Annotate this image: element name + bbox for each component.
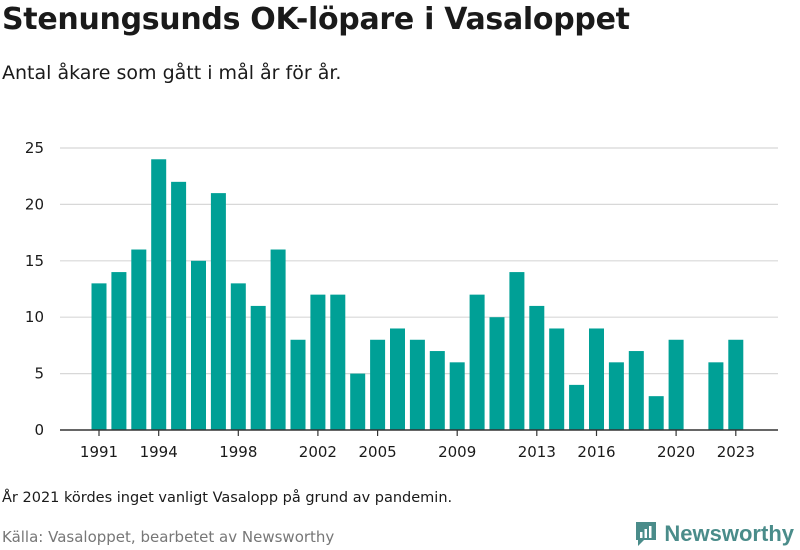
y-tick-label: 15 <box>25 252 44 270</box>
bar-2010 <box>469 294 485 430</box>
bar-1995 <box>171 181 187 430</box>
x-axis <box>60 429 778 436</box>
bar-2023 <box>728 339 744 430</box>
y-tick-label: 25 <box>25 139 44 157</box>
y-tick-label: 10 <box>25 308 44 326</box>
bar-1994 <box>151 159 167 430</box>
bar-2019 <box>648 396 664 430</box>
bar-2009 <box>449 362 465 430</box>
chart-subtitle: Antal åkare som gått i mål år för år. <box>2 62 342 84</box>
x-tick-label: 2013 <box>518 443 556 461</box>
bar-2003 <box>330 294 346 430</box>
brand-name: Newsworthy <box>664 521 794 546</box>
x-tick-label: 2023 <box>717 443 755 461</box>
bar-1996 <box>191 260 206 430</box>
bar-1999 <box>250 305 266 430</box>
bar-2005 <box>370 339 386 430</box>
bar-2014 <box>549 328 565 430</box>
bar-2004 <box>350 373 366 430</box>
bar-2022 <box>708 362 724 430</box>
x-tick-label: 2020 <box>657 443 695 461</box>
x-tick-label: 1994 <box>140 443 178 461</box>
bar-2007 <box>409 339 425 430</box>
footnote: År 2021 kördes inget vanligt Vasalopp på… <box>2 490 453 506</box>
bar-1992 <box>111 272 127 430</box>
bar-1991 <box>91 283 107 430</box>
x-axis-labels: 1991 1994 1998 2002 2005 2009 2013 2016 2020 2023 <box>80 443 755 461</box>
bar-2000 <box>270 249 286 430</box>
bar-2012 <box>509 272 525 430</box>
source-text: Källa: Vasaloppet, bearbetet av Newswort… <box>2 528 335 546</box>
x-tick-label: 2016 <box>577 443 615 461</box>
bar-2002 <box>310 294 326 430</box>
x-tick-label: 2005 <box>359 443 397 461</box>
bar-2013 <box>529 305 545 430</box>
bar-2017 <box>608 362 624 430</box>
x-tick-label: 2002 <box>299 443 337 461</box>
y-axis-labels: 0 5 10 15 20 25 <box>25 139 44 439</box>
x-tick-label: 2009 <box>438 443 476 461</box>
chart-title: Stenungsunds OK-löpare i Vasaloppet <box>2 2 630 37</box>
bar-2008 <box>429 351 445 430</box>
bar-1997 <box>210 193 226 430</box>
newsworthy-logo-icon <box>636 522 657 546</box>
bar-2020 <box>668 339 684 430</box>
bar-1993 <box>131 249 147 430</box>
bar-2018 <box>628 351 644 430</box>
x-tick-label: 1991 <box>80 443 118 461</box>
newsworthy-logo[interactable]: Newsworthy <box>634 520 794 548</box>
x-tick-label: 1998 <box>219 443 257 461</box>
y-tick-label: 20 <box>25 195 44 213</box>
bar-2015 <box>569 384 585 430</box>
bar-2006 <box>390 328 405 430</box>
bar-1998 <box>230 283 246 430</box>
bars <box>91 159 744 430</box>
bar-2001 <box>290 339 306 430</box>
bar-2011 <box>489 317 505 430</box>
bar-2016 <box>589 328 604 430</box>
y-tick-label: 5 <box>34 365 44 383</box>
y-tick-label: 0 <box>34 421 44 439</box>
